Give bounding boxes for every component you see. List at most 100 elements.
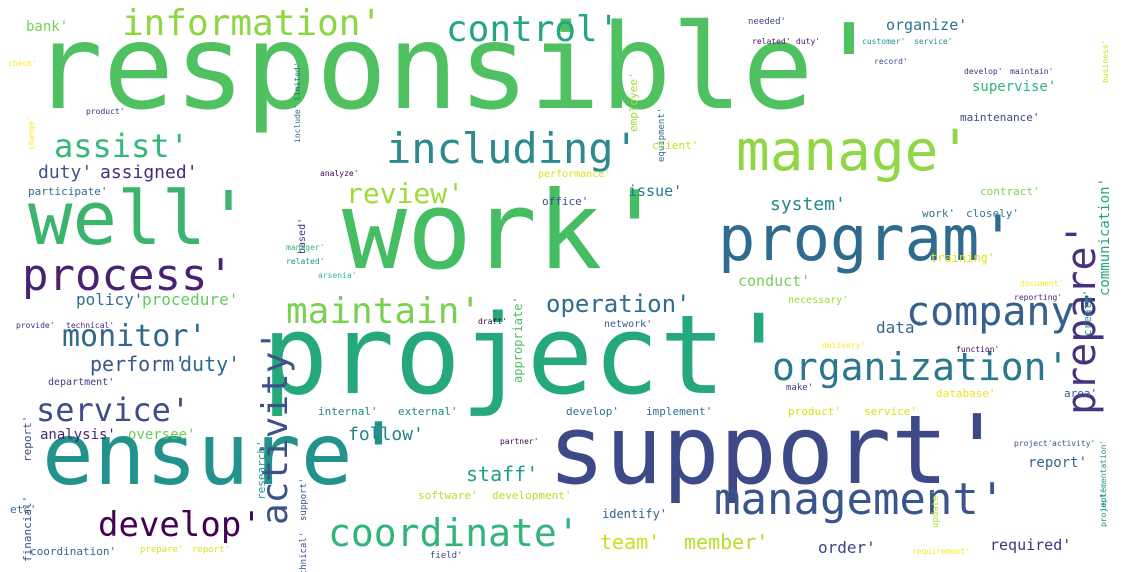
word-requirement-104: requirement'	[912, 547, 970, 556]
word-area-96: area'	[1064, 387, 1098, 400]
word-assigned-31: assigned'	[100, 162, 198, 183]
word-appropriate-69: appropriate'	[511, 296, 525, 383]
word-record-83: record'	[874, 57, 908, 66]
word-organize-42: organize'	[886, 16, 968, 34]
word-needed-78: needed'	[748, 17, 786, 27]
word-perform-28: perform'	[90, 352, 187, 376]
word-well-6: well'	[28, 176, 251, 262]
word-related-79: related'	[752, 37, 791, 46]
word-activity-101: activity'	[1052, 439, 1096, 448]
word-internal-63: internal'	[318, 405, 378, 418]
word-control-12: control'	[446, 9, 620, 50]
word-project-2: project'	[262, 291, 792, 419]
word-provide-113: provide'	[16, 321, 55, 330]
word-research-57: research'	[255, 440, 268, 500]
word-software-60: software'	[418, 489, 478, 502]
word-function-97: function'	[956, 345, 1000, 354]
word-including-11: including'	[386, 124, 639, 173]
word-delivery-98: delivery'	[822, 341, 866, 350]
word-service-20: service'	[36, 391, 191, 429]
word-manage-7: manage'	[736, 119, 973, 184]
word-implement-66: implement'	[646, 405, 713, 418]
word-identify-62: identify'	[602, 507, 668, 521]
word-include-76: include'	[293, 104, 302, 143]
word-development-61: development'	[492, 489, 572, 502]
word-review-23: review'	[346, 177, 465, 210]
word-network-93: network'	[604, 319, 653, 330]
word-business-118: business'	[1101, 39, 1110, 83]
word-organization-15: organization'	[772, 345, 1070, 389]
word-follow-35: follow'	[348, 424, 424, 445]
word-partner-99: partner'	[500, 437, 539, 446]
word-client-74: client'	[652, 139, 699, 152]
word-procedure-33: procedure'	[142, 290, 239, 309]
word-support-3: support'	[548, 396, 1006, 506]
word-update-105: update'	[931, 490, 941, 528]
word-office-70: office'	[542, 195, 589, 208]
word-customer-81: customer'	[862, 37, 906, 46]
word-create-90: create'	[1081, 289, 1094, 336]
word-supervise-43: supervise'	[972, 79, 1057, 95]
word-work-88: work'	[922, 207, 956, 220]
word-develop-17: develop'	[98, 505, 262, 545]
word-monitor-21: monitor'	[62, 319, 207, 354]
word-member-26: member'	[684, 530, 769, 554]
word-policy-32: policy'	[76, 290, 144, 309]
word-analysis-46: analysis'	[40, 427, 116, 443]
word-information-10: information'	[122, 3, 383, 44]
word-performance-75: performance'	[538, 169, 611, 180]
word-duty-30: duty'	[38, 162, 93, 183]
word-database-95: database'	[936, 387, 996, 400]
word-company-14: company'	[906, 289, 1099, 335]
word-employee-72: employee'	[627, 72, 640, 132]
word-make-94: make'	[786, 383, 814, 393]
word-change-117: change'	[27, 116, 36, 150]
word-external-64: external'	[398, 405, 458, 418]
word-duty-29: duty'	[180, 352, 241, 376]
word-report-55: report'	[192, 545, 230, 555]
word-product-67: product'	[788, 405, 841, 418]
word-field-56: field'	[430, 551, 463, 561]
word-check-116: check'	[8, 59, 37, 68]
word-operation-24: operation'	[546, 290, 691, 318]
word-develop-65: develop'	[566, 405, 619, 418]
word-oversee-47: oversee'	[128, 427, 196, 443]
word-maintain-19: maintain'	[286, 291, 482, 332]
word-technical-58: technical'	[299, 531, 309, 572]
word-bank-45: bank'	[26, 19, 69, 35]
word-analyze-111: analyze'	[320, 169, 359, 178]
word-ensure-4: ensure'	[42, 405, 405, 505]
word-prepare-54: prepare'	[140, 545, 184, 555]
word-contract-87: contract'	[980, 185, 1040, 198]
word-required-40: required'	[990, 536, 1072, 554]
word-project-100: project'	[1014, 439, 1053, 448]
word-system-34: system'	[770, 194, 846, 215]
word-implementation-103: implementation'	[1099, 439, 1108, 512]
word-product-115: product'	[86, 107, 125, 116]
word-management-8: management'	[714, 474, 1006, 525]
word-coordinate-16: coordinate'	[328, 511, 580, 555]
word-maintenance-86: maintenance'	[960, 111, 1040, 124]
word-closely-89: closely'	[966, 207, 1019, 220]
word-report-51: report'	[21, 415, 34, 462]
word-develop-84: develop'	[964, 67, 1003, 76]
word-program-5: program'	[718, 202, 1017, 275]
word-conduct-38: conduct'	[738, 272, 811, 290]
word-etc-52: etc'	[10, 503, 37, 516]
word-department-49: department'	[48, 377, 115, 388]
word-coordination-53: coordination'	[30, 545, 117, 558]
word-manager-109: manager'	[286, 243, 325, 252]
word-work-1: work'	[342, 169, 668, 294]
word-maintain-85: maintain'	[1010, 67, 1054, 76]
word-related-110: related'	[286, 257, 325, 266]
word-report-41: report'	[1028, 455, 1088, 471]
word-team-25: team'	[600, 530, 661, 554]
word-arsenia-112: arsenia'	[318, 271, 357, 280]
word-issue-44: issue'	[628, 182, 683, 200]
word-assist-22: assist'	[54, 127, 189, 165]
word-reporting-107: reporting'	[1014, 293, 1063, 302]
word-equipment-73: equipment'	[657, 107, 667, 162]
word-limited-77: limited'	[293, 62, 302, 101]
word-document-108: document'	[1020, 279, 1064, 288]
